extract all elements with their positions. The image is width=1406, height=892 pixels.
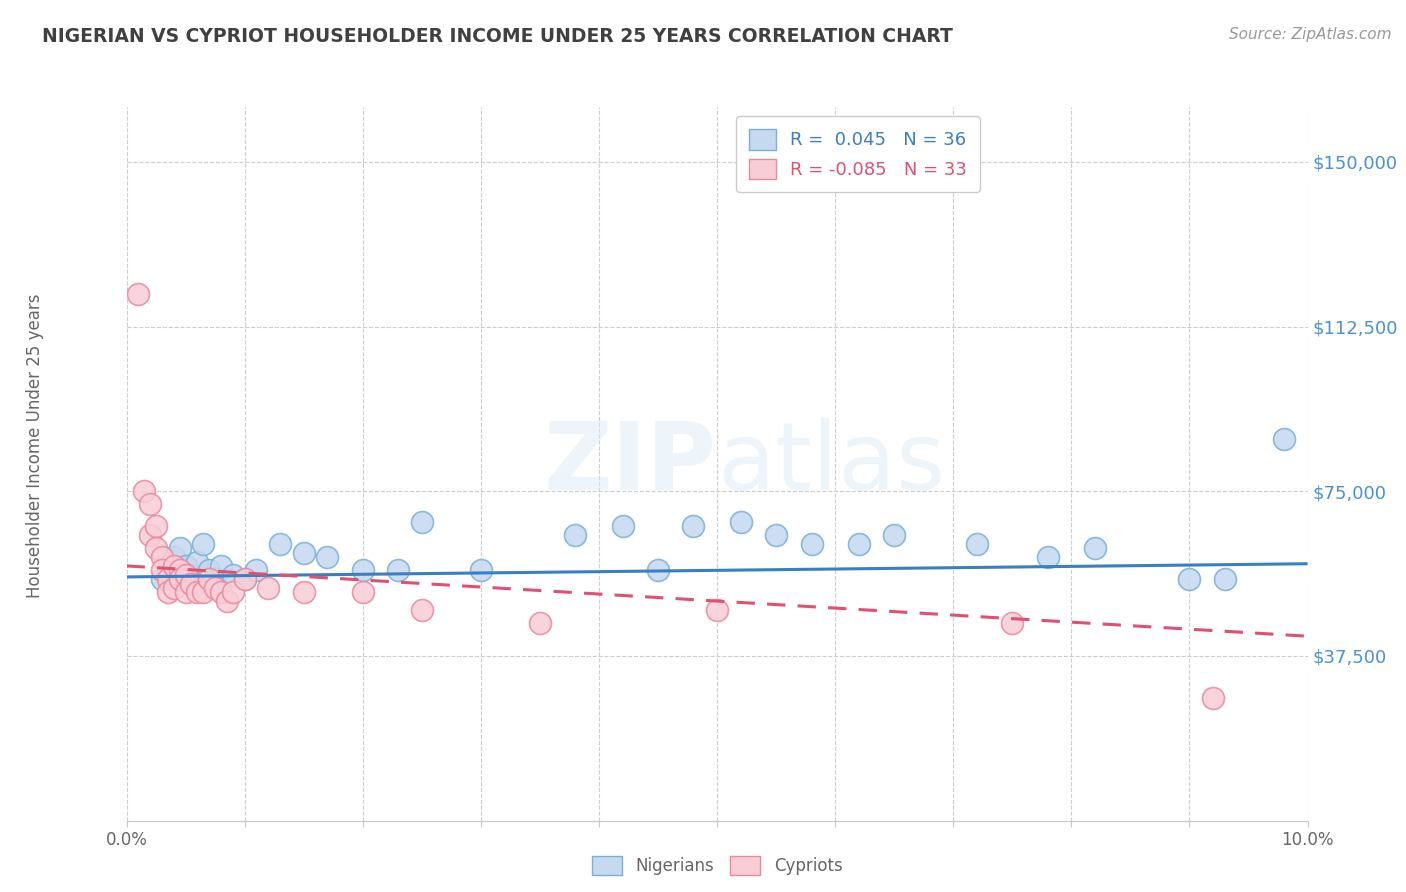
Point bbox=[765, 528, 787, 542]
Point bbox=[145, 541, 167, 556]
Point bbox=[292, 585, 315, 599]
Point bbox=[411, 603, 433, 617]
Legend: Nigerians, Cypriots: Nigerians, Cypriots bbox=[583, 847, 851, 884]
Point bbox=[647, 563, 669, 577]
Point bbox=[316, 550, 339, 565]
Point bbox=[150, 550, 173, 565]
Text: atlas: atlas bbox=[717, 417, 945, 510]
Point bbox=[174, 585, 197, 599]
Point bbox=[156, 572, 179, 586]
Point bbox=[209, 585, 232, 599]
Point bbox=[1213, 572, 1236, 586]
Point bbox=[269, 537, 291, 551]
Point bbox=[1272, 432, 1295, 446]
Text: Householder Income Under 25 years: Householder Income Under 25 years bbox=[27, 293, 44, 599]
Text: NIGERIAN VS CYPRIOT HOUSEHOLDER INCOME UNDER 25 YEARS CORRELATION CHART: NIGERIAN VS CYPRIOT HOUSEHOLDER INCOME U… bbox=[42, 27, 953, 45]
Point bbox=[215, 594, 238, 608]
Point bbox=[233, 572, 256, 586]
Point bbox=[169, 563, 191, 577]
Point bbox=[163, 550, 186, 565]
Point bbox=[204, 581, 226, 595]
Point bbox=[1001, 615, 1024, 630]
Point bbox=[150, 572, 173, 586]
Point bbox=[1084, 541, 1107, 556]
Point bbox=[169, 572, 191, 586]
Text: ZIP: ZIP bbox=[544, 417, 717, 510]
Point bbox=[222, 585, 245, 599]
Point bbox=[193, 585, 215, 599]
Text: Source: ZipAtlas.com: Source: ZipAtlas.com bbox=[1229, 27, 1392, 42]
Point bbox=[245, 563, 267, 577]
Point bbox=[966, 537, 988, 551]
Point bbox=[150, 563, 173, 577]
Point bbox=[1202, 690, 1225, 705]
Point bbox=[470, 563, 492, 577]
Point bbox=[198, 563, 221, 577]
Point bbox=[730, 515, 752, 529]
Point bbox=[612, 519, 634, 533]
Point bbox=[682, 519, 704, 533]
Point bbox=[233, 572, 256, 586]
Point bbox=[848, 537, 870, 551]
Point bbox=[186, 555, 208, 569]
Point bbox=[204, 572, 226, 586]
Point bbox=[1178, 572, 1201, 586]
Point bbox=[209, 558, 232, 573]
Point bbox=[529, 615, 551, 630]
Point bbox=[193, 537, 215, 551]
Point bbox=[387, 563, 409, 577]
Point bbox=[352, 585, 374, 599]
Point bbox=[180, 567, 202, 582]
Point bbox=[156, 563, 179, 577]
Point bbox=[139, 528, 162, 542]
Point bbox=[800, 537, 823, 551]
Point bbox=[186, 585, 208, 599]
Point bbox=[1036, 550, 1059, 565]
Point bbox=[163, 581, 186, 595]
Point bbox=[352, 563, 374, 577]
Point bbox=[706, 603, 728, 617]
Point bbox=[169, 541, 191, 556]
Point bbox=[145, 519, 167, 533]
Point bbox=[564, 528, 586, 542]
Point bbox=[139, 498, 162, 512]
Point bbox=[411, 515, 433, 529]
Point bbox=[883, 528, 905, 542]
Point bbox=[292, 546, 315, 560]
Point bbox=[127, 286, 149, 301]
Point bbox=[174, 567, 197, 582]
Point bbox=[163, 558, 186, 573]
Point bbox=[174, 558, 197, 573]
Point bbox=[222, 567, 245, 582]
Point bbox=[257, 581, 280, 595]
Point bbox=[180, 576, 202, 591]
Point bbox=[156, 585, 179, 599]
Point bbox=[198, 572, 221, 586]
Point bbox=[134, 484, 156, 499]
